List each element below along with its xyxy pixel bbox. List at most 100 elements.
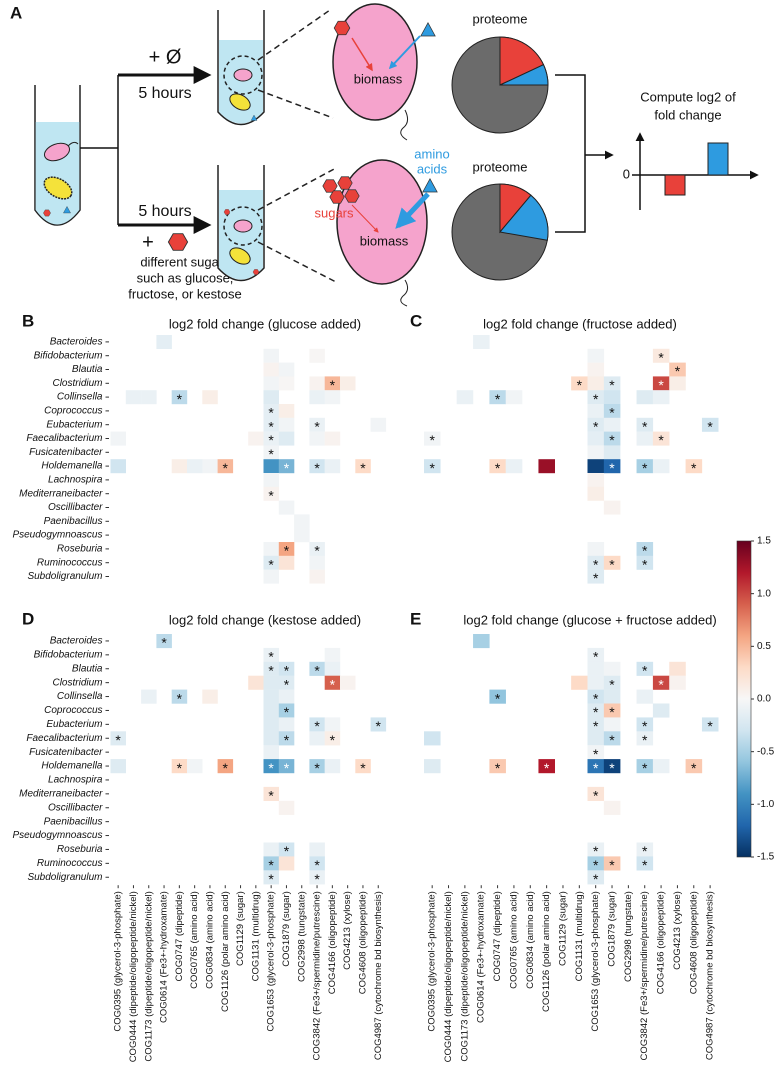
panel-label: A xyxy=(10,3,22,22)
significance-star: * xyxy=(268,788,274,804)
column-label: COG0747 (dipeptide) xyxy=(174,891,185,981)
significance-star: * xyxy=(675,363,681,379)
tube xyxy=(217,165,265,282)
heat-cell xyxy=(324,647,341,662)
heat-cell xyxy=(587,731,605,746)
panel-label: D xyxy=(22,609,34,628)
sugar xyxy=(333,20,351,36)
significance-star: * xyxy=(658,377,664,393)
heat-cell xyxy=(278,376,295,391)
heat-cell xyxy=(278,717,295,732)
significance-star: * xyxy=(593,843,599,859)
heat-cell xyxy=(685,759,703,774)
amino-label: amino xyxy=(414,146,449,161)
significance-star: * xyxy=(330,377,336,393)
heat-cell xyxy=(587,459,605,474)
heat-cell xyxy=(171,689,188,704)
note: such as glucose, xyxy=(137,270,234,285)
row-label: Bifidobacterium xyxy=(34,350,103,361)
row-label: Lachnospira xyxy=(48,475,103,486)
heat-cell xyxy=(309,731,325,746)
chart-title: log2 fold change (fructose added) xyxy=(483,316,677,331)
row-label: Oscillibacter xyxy=(48,502,103,513)
heat-cell xyxy=(603,500,621,515)
row-label: Subdoligranulum xyxy=(27,571,102,582)
medium xyxy=(219,190,263,280)
column-label: COG0395 (glycerol-3-phosphate) xyxy=(113,891,124,1031)
significance-star: * xyxy=(642,418,648,434)
row-label: Holdemanella xyxy=(41,461,103,472)
significance-star: * xyxy=(495,460,501,476)
row-label: Coprococcus xyxy=(44,406,102,417)
significance-star: * xyxy=(609,857,615,873)
bacterium xyxy=(229,93,251,111)
heat-cell xyxy=(652,703,670,718)
significance-star: * xyxy=(268,662,274,678)
heat-cell xyxy=(538,459,555,474)
heat-cell xyxy=(278,500,295,515)
significance-star: * xyxy=(177,391,183,407)
heat-cell xyxy=(278,555,295,570)
flux xyxy=(388,35,421,70)
column-label: COG4166 (oligopeptide) xyxy=(656,891,667,994)
row-label: Fusicatenibacter xyxy=(29,747,103,758)
amino-acid xyxy=(422,178,438,193)
heat-cell xyxy=(636,856,654,871)
heat-cell xyxy=(587,856,605,871)
heat-cell xyxy=(309,390,325,405)
heat-cell xyxy=(652,390,670,405)
row-label: Blautia xyxy=(72,663,103,674)
colorbar-tick-label: 0.5 xyxy=(757,641,771,652)
heat-cell xyxy=(263,786,279,801)
significance-star: * xyxy=(642,662,648,678)
heat-cell xyxy=(603,856,621,871)
chart-title: log2 fold change (kestose added) xyxy=(169,612,361,627)
significance-star: * xyxy=(161,635,167,651)
significance-star: * xyxy=(593,857,599,873)
cell xyxy=(233,219,253,233)
heat-cell xyxy=(669,376,686,391)
column-label: COG4987 (cytochrome bd biosynthesis) xyxy=(705,891,716,1060)
heat-cell xyxy=(587,717,605,732)
heat-cell xyxy=(652,431,670,446)
heat-cell xyxy=(603,555,621,570)
sugar xyxy=(223,209,231,215)
heat-cell xyxy=(324,759,341,774)
heat-cell xyxy=(587,431,605,446)
heat-cell xyxy=(309,459,325,474)
heat-cell xyxy=(603,376,621,391)
significance-star: * xyxy=(314,871,320,887)
tube xyxy=(217,10,265,126)
heat-cell xyxy=(309,856,325,871)
sugar xyxy=(329,190,345,204)
column-label: COG0614 (Fe3+-hydroxamate) xyxy=(476,891,487,1023)
heat-cell xyxy=(110,759,126,774)
significance-star: * xyxy=(593,788,599,804)
heat-cell xyxy=(263,404,279,418)
significance-star: * xyxy=(360,760,366,776)
significance-star: * xyxy=(268,871,274,887)
fold-bar xyxy=(707,142,729,176)
column-label: COG3842 (Fe3+/spermidine/putrescine) xyxy=(312,891,323,1060)
significance-star: * xyxy=(609,405,615,421)
row-label: Blautia xyxy=(72,364,103,375)
heat-cell xyxy=(636,759,654,774)
significance-star: * xyxy=(707,418,713,434)
heat-cell xyxy=(202,689,218,704)
heat-cell xyxy=(156,634,172,649)
heat-cell xyxy=(603,459,621,474)
cell xyxy=(336,159,428,285)
heat-cell xyxy=(473,335,490,349)
significance-star: * xyxy=(642,460,648,476)
significance-star: * xyxy=(284,676,290,692)
row-label: Ruminococcus xyxy=(37,858,103,869)
heat-cell xyxy=(587,486,605,501)
significance-star: * xyxy=(593,556,599,572)
significance-star: * xyxy=(314,460,320,476)
significance-star: * xyxy=(609,760,615,776)
significance-star: * xyxy=(593,871,599,887)
significance-star: * xyxy=(609,732,615,748)
zoom-line xyxy=(257,9,334,119)
heat-cell xyxy=(263,542,279,556)
